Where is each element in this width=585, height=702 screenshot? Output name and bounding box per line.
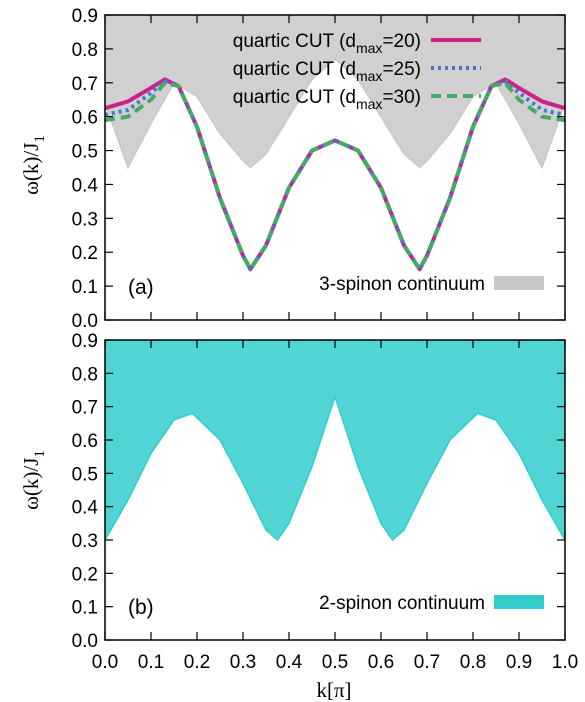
- a-series-2: [104, 80, 566, 272]
- a-continuum-fill: [104, 15, 566, 170]
- a-continuum-edge: [104, 58, 566, 170]
- b-continuum-area: [105, 340, 565, 540]
- a-ytick-label: 0.9: [72, 6, 98, 27]
- b-xtick-label: 0.2: [184, 652, 210, 673]
- a-ticks: 0.0 0.1 0.2 0.3 0.4 0.5 0.6 0.7 0.8 0.9: [72, 6, 566, 332]
- b-ytick-label: 0.7: [72, 398, 98, 419]
- a-ytick-label: 0.6: [72, 108, 98, 129]
- b-legend: 2-spinon continuum: [319, 593, 544, 614]
- a-ytick-label: 0.2: [72, 243, 98, 264]
- a-ytick-label: 0.3: [72, 209, 98, 230]
- b-ytick-label: 0.9: [72, 331, 98, 352]
- a-continuum-area: [105, 15, 565, 168]
- b-xtick-label: 1.0: [552, 652, 578, 673]
- a-legend-label-1: quartic CUT (dmax=25): [233, 59, 421, 84]
- b-legend-continuum-swatch: [494, 595, 544, 609]
- a-ytick-label: 0.7: [72, 74, 98, 95]
- b-xtick-label: 0.3: [230, 652, 256, 673]
- b-ytick-label: 0.3: [72, 531, 98, 552]
- b-xtick-label: 0.7: [414, 652, 440, 673]
- b-ytick-label: 0.8: [72, 364, 98, 385]
- a-ytick-label: 0.8: [72, 40, 98, 61]
- b-legend-continuum-label: 2-spinon continuum: [319, 593, 485, 614]
- a-legend-continuum-swatch: [494, 276, 544, 290]
- b-ytick-label: 0.0: [72, 631, 98, 652]
- b-ytick-label: 0.1: [72, 598, 98, 619]
- b-xtick-label: 0.9: [506, 652, 532, 673]
- b-xtick-label: 0.4: [276, 652, 303, 673]
- a-ytick-label: 0.4: [72, 175, 99, 196]
- b-xtick-label: 0.6: [368, 652, 394, 673]
- panel-b: 0.0 0.1 0.2 0.3 0.4 0.5 0.6 0.7 0.8 0.9 0.0 0.1 0.2 0…: [19, 331, 578, 702]
- a-legend-label-0: quartic CUT (dmax=20): [233, 31, 421, 56]
- a-legend-label-2: quartic CUT (dmax=30): [233, 87, 421, 112]
- a-series-group: [104, 77, 566, 272]
- b-xtick-label: 0.5: [322, 652, 348, 673]
- a-series-1: [104, 79, 566, 272]
- a-legend-continuum-label: 3-spinon continuum: [319, 274, 485, 295]
- a-ytick-label: 0.0: [72, 311, 98, 332]
- b-ytick-label: 0.2: [72, 564, 98, 585]
- b-continuum-fill: [104, 340, 566, 542]
- b-xtick-label: 0.8: [460, 652, 486, 673]
- a-ytick-label: 0.1: [72, 277, 98, 298]
- a-legend: quartic CUT (dmax=20) quartic CUT (dmax=2…: [233, 31, 544, 295]
- b-ytick-label: 0.6: [72, 431, 98, 452]
- b-ytick-label: 0.5: [72, 464, 98, 485]
- a-y-axis-label: ω(k)/J1: [19, 135, 48, 195]
- a-ytick-label: 0.5: [72, 142, 98, 163]
- x-axis-label: k[π]: [316, 678, 351, 702]
- b-continuum-edge: [104, 394, 566, 542]
- panel-a: 0.0 0.1 0.2 0.3 0.4 0.5 0.6 0.7 0.8 0.9 ω(k)/J1 q…: [19, 6, 566, 332]
- b-ytick-label: 0.4: [72, 498, 99, 519]
- b-panel-tag: (b): [128, 596, 154, 619]
- a-panel-tag: (a): [128, 276, 154, 299]
- b-y-axis-label: ω(k)/J1: [19, 450, 48, 510]
- b-xtick-label: 0.1: [138, 652, 164, 673]
- b-ticks: 0.0 0.1 0.2 0.3 0.4 0.5 0.6 0.7 0.8 0.9 0.0 0.1 0.2 0…: [72, 331, 579, 673]
- b-xtick-label: 0.0: [92, 652, 118, 673]
